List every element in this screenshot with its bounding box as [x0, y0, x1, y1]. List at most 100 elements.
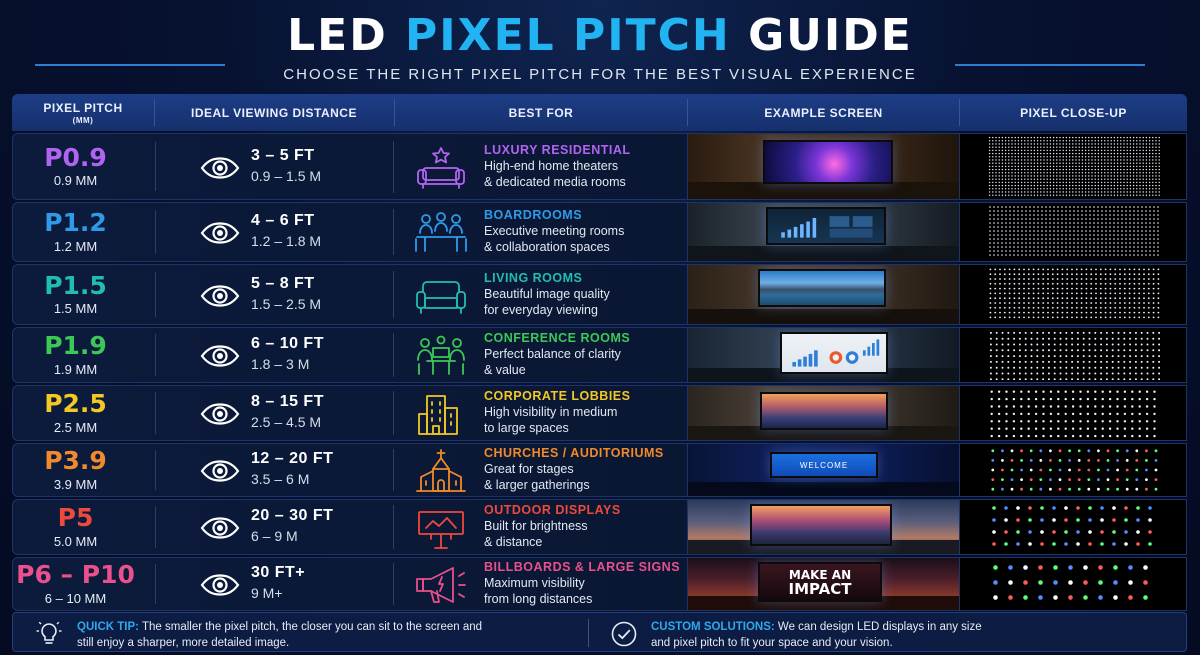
- best-for: CONFERENCE ROOMS Perfect balance of clari…: [484, 331, 694, 378]
- led-pixel: [1105, 210, 1107, 212]
- led-pixel: [1104, 143, 1106, 145]
- led-pixel: [1084, 191, 1087, 193]
- led-pixel: [1075, 146, 1077, 148]
- led-pixel: [1033, 230, 1035, 232]
- led-pixel: [995, 172, 997, 174]
- led-pixel: [1077, 218, 1079, 220]
- led-pixel: [1058, 478, 1062, 481]
- led-pixel: [1141, 230, 1143, 232]
- led-pixel: [1043, 175, 1045, 177]
- led-pixel: [1085, 206, 1087, 208]
- led-pixel: [1036, 162, 1039, 164]
- led-pixel: [1021, 246, 1023, 248]
- led-pixel: [1117, 372, 1120, 375]
- led-pixel: [1051, 268, 1054, 271]
- led-pixel: [1047, 337, 1050, 340]
- led-pixel: [1119, 273, 1121, 276]
- led-pixel: [1129, 242, 1131, 244]
- led-pixel: [1013, 214, 1015, 216]
- led-pixel: [1040, 178, 1042, 180]
- best-for-title: CORPORATE LOBBIES: [484, 389, 631, 403]
- led-pixel: [1134, 337, 1137, 340]
- led-pixel: [1141, 218, 1143, 220]
- led-pixel: [1097, 152, 1100, 155]
- led-pixel: [1025, 218, 1027, 220]
- led-pixel: [1018, 355, 1021, 358]
- led-pixel: [1157, 273, 1160, 276]
- led-pixel: [1003, 268, 1006, 271]
- led-pixel: [1145, 184, 1148, 187]
- page-header: LED PIXEL PITCH GUIDE CHOOSE THE RIGHT P…: [0, 0, 1200, 92]
- led-pixel: [1065, 214, 1067, 216]
- led-pixel: [999, 316, 1001, 319]
- led-pixel: [1101, 397, 1104, 401]
- led-pixel: [1145, 162, 1148, 164]
- led-pixel: [1032, 316, 1035, 319]
- led-pixel: [1013, 287, 1016, 290]
- bar-graphic: [781, 216, 873, 238]
- led-pixel: [1073, 210, 1075, 212]
- led-pixel: [1145, 191, 1148, 193]
- led-pixel: [1024, 156, 1026, 158]
- led-pixel: [988, 184, 991, 187]
- led-pixel: [1030, 146, 1032, 148]
- led-pixel: [1062, 184, 1064, 187]
- custom-solutions-label: CUSTOM SOLUTIONS:: [651, 621, 775, 633]
- led-pixel: [1059, 152, 1061, 155]
- led-pixel: [1036, 184, 1039, 187]
- led-pixel: [1129, 343, 1132, 346]
- led-pixel: [1091, 156, 1093, 158]
- led-pixel: [1081, 143, 1084, 145]
- led-pixel: [1004, 518, 1008, 522]
- led-pixel: [1157, 206, 1159, 208]
- led-pixel: [1001, 378, 1004, 380]
- led-pixel: [1079, 420, 1082, 423]
- led-pixel: [1020, 156, 1023, 158]
- led-pixel: [1109, 218, 1111, 220]
- led-pixel: [1038, 595, 1043, 600]
- led-pixel: [1068, 565, 1073, 570]
- led-pixel: [1027, 175, 1029, 177]
- led-pixel: [997, 238, 999, 240]
- led-pixel: [1089, 246, 1091, 248]
- led-pixel: [1083, 595, 1088, 600]
- led-pixel: [1145, 246, 1147, 248]
- led-pixel: [1073, 222, 1075, 224]
- led-pixel: [1091, 168, 1093, 171]
- led-pixel: [1065, 136, 1068, 139]
- led-pixel: [1085, 268, 1088, 271]
- led-pixel: [1004, 181, 1007, 184]
- led-pixel: [995, 355, 998, 358]
- led-pixel: [1108, 390, 1112, 393]
- led-pixel: [1113, 250, 1115, 252]
- led-pixel: [1023, 316, 1025, 319]
- led-pixel: [1154, 468, 1158, 472]
- led-pixel: [1065, 162, 1068, 164]
- led-pixel: [1049, 242, 1051, 244]
- led-pixel: [1113, 242, 1115, 244]
- led-pixel: [1025, 226, 1027, 228]
- led-pixel: [1033, 152, 1036, 155]
- led-pixel: [1097, 254, 1099, 256]
- led-pixel: [1017, 165, 1020, 168]
- led-pixel: [1157, 230, 1159, 232]
- led-pixel: [1097, 188, 1100, 190]
- led-pixel: [1090, 278, 1093, 280]
- led-pixel: [1100, 175, 1103, 177]
- led-pixel: [1017, 218, 1019, 220]
- led-pixel: [1132, 140, 1135, 142]
- led-pixel: [1065, 343, 1068, 346]
- led-pixel: [1005, 222, 1007, 224]
- led-screen: [763, 140, 893, 184]
- led-pixel: [1104, 282, 1107, 285]
- led-pixel: [1090, 311, 1093, 314]
- led-pixel: [1071, 427, 1075, 430]
- led-pixel: [1143, 297, 1145, 300]
- led-pixel: [1134, 355, 1137, 358]
- led-pixel: [1030, 372, 1033, 375]
- led-pixel: [1005, 250, 1007, 252]
- led-pixel: [1025, 238, 1027, 240]
- led-pixel: [1075, 188, 1077, 190]
- led-pixel: [1004, 542, 1008, 546]
- led-pixel: [1027, 159, 1029, 161]
